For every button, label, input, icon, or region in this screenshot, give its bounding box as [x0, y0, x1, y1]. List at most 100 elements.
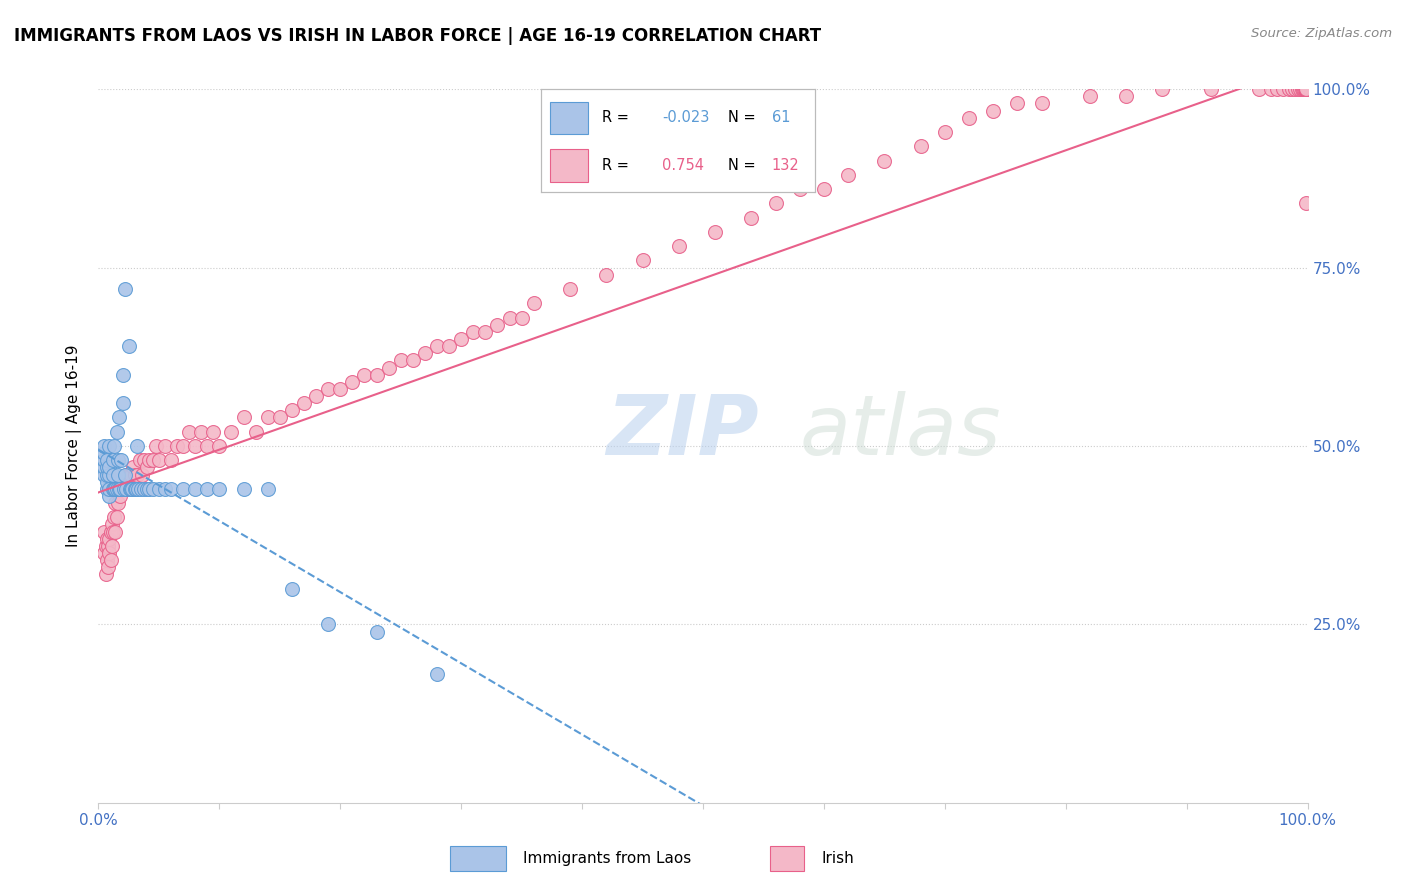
Point: [100, 553, 122, 567]
Point: [281, 403, 304, 417]
Point: [93, 439, 115, 453]
Point: [127, 467, 149, 482]
Text: N =: N =: [728, 158, 755, 173]
Point: [498, 310, 520, 325]
Point: [232, 482, 254, 496]
Point: [1295, 82, 1317, 96]
Point: [104, 524, 127, 539]
Point: [145, 439, 167, 453]
Point: [208, 482, 231, 496]
Point: [704, 225, 727, 239]
Point: [179, 425, 201, 439]
Point: [269, 410, 291, 425]
Point: [97, 560, 120, 574]
Point: [202, 425, 225, 439]
Point: [981, 103, 1004, 118]
Point: [256, 482, 278, 496]
Point: [1294, 82, 1316, 96]
Point: [98, 467, 121, 482]
Point: [105, 510, 128, 524]
Point: [1291, 82, 1313, 96]
Point: [523, 296, 546, 310]
Point: [1295, 82, 1317, 96]
Point: [105, 425, 128, 439]
Point: [127, 439, 149, 453]
Point: [1007, 96, 1029, 111]
Point: [426, 667, 449, 681]
Point: [103, 510, 125, 524]
Point: [108, 410, 131, 425]
Point: [1295, 82, 1317, 96]
Point: [837, 168, 859, 182]
Point: [100, 524, 122, 539]
Point: [1031, 96, 1053, 111]
Point: [1267, 82, 1289, 96]
FancyBboxPatch shape: [550, 149, 588, 181]
Point: [1295, 82, 1317, 96]
Point: [134, 453, 156, 467]
Point: [316, 382, 339, 396]
Point: [100, 539, 122, 553]
Point: [101, 467, 124, 482]
Point: [110, 453, 132, 467]
Point: [118, 339, 141, 353]
Point: [101, 524, 124, 539]
Point: [221, 425, 243, 439]
Point: [1272, 82, 1295, 96]
Point: [148, 482, 170, 496]
Point: [134, 482, 156, 496]
Point: [413, 346, 436, 360]
Point: [765, 196, 787, 211]
Point: [118, 482, 141, 496]
Point: [125, 482, 148, 496]
Point: [110, 482, 132, 496]
Point: [366, 368, 388, 382]
Point: [114, 282, 136, 296]
Point: [142, 482, 165, 496]
Point: [631, 253, 654, 268]
Point: [135, 460, 157, 475]
Point: [1295, 82, 1317, 96]
Point: [118, 467, 141, 482]
Point: [108, 482, 131, 496]
Text: ZIP: ZIP: [606, 392, 759, 472]
Point: [450, 332, 472, 346]
Point: [1292, 82, 1315, 96]
Point: [93, 467, 115, 482]
Point: [172, 482, 194, 496]
Point: [1152, 82, 1174, 96]
Point: [103, 482, 125, 496]
Point: [120, 482, 142, 496]
Point: [107, 453, 129, 467]
Text: R =: R =: [602, 111, 628, 126]
Point: [111, 482, 134, 496]
Point: [98, 532, 121, 546]
Point: [93, 524, 115, 539]
Point: [97, 539, 120, 553]
Point: [190, 425, 212, 439]
Point: [107, 467, 129, 482]
Point: [595, 268, 617, 282]
Point: [135, 482, 157, 496]
Point: [1295, 82, 1317, 96]
Point: [128, 453, 150, 467]
Point: [108, 489, 131, 503]
Point: [129, 482, 152, 496]
Point: [426, 339, 449, 353]
Point: [153, 439, 176, 453]
Point: [463, 325, 485, 339]
Point: [108, 482, 131, 496]
Point: [124, 467, 146, 482]
Point: [111, 368, 134, 382]
Point: [121, 482, 143, 496]
Point: [96, 532, 118, 546]
Point: [138, 453, 160, 467]
Point: [93, 546, 115, 560]
FancyBboxPatch shape: [770, 847, 804, 871]
Text: -0.023: -0.023: [662, 111, 709, 126]
Point: [1295, 82, 1317, 96]
Point: [108, 482, 131, 496]
Point: [112, 482, 135, 496]
Point: [103, 439, 125, 453]
FancyBboxPatch shape: [550, 102, 588, 135]
